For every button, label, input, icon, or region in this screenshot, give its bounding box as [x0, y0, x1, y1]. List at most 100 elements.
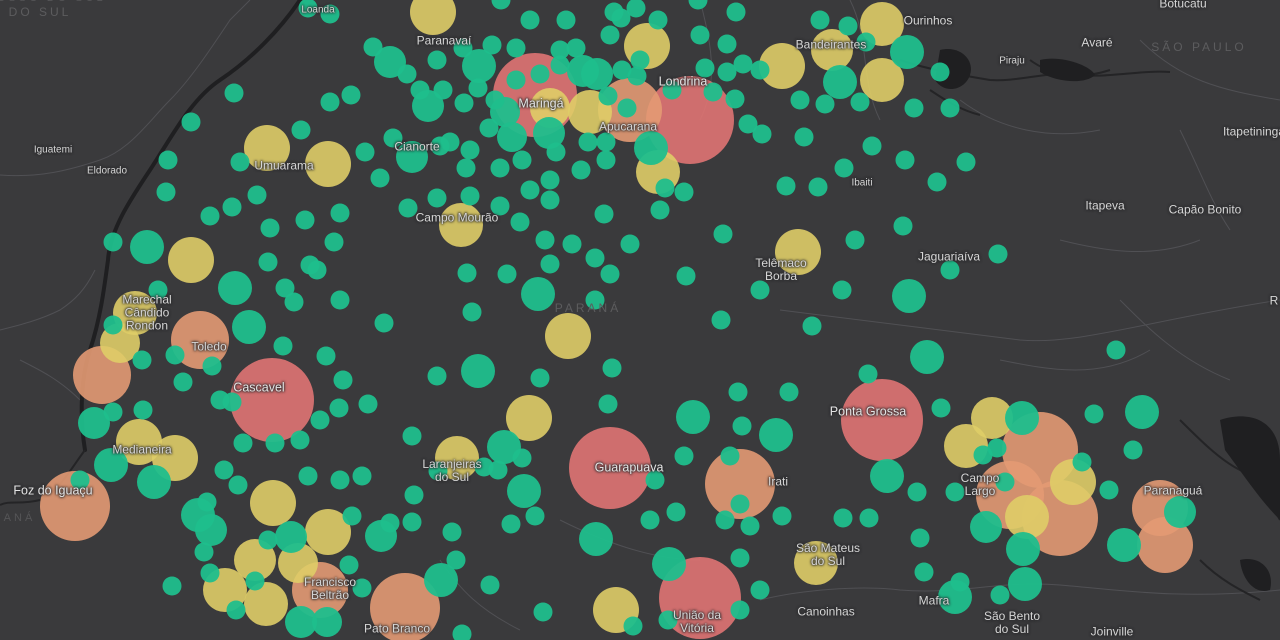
- symbol-low[interactable]: [94, 448, 128, 482]
- symbol-low-small[interactable]: [442, 522, 462, 542]
- symbol-low[interactable]: [487, 430, 521, 464]
- symbol-low-small[interactable]: [427, 188, 447, 208]
- symbol-low[interactable]: [78, 407, 110, 439]
- symbol-low-small[interactable]: [316, 346, 336, 366]
- symbol-low-small[interactable]: [802, 316, 822, 336]
- symbol-low-small[interactable]: [711, 310, 731, 330]
- symbol-low-small[interactable]: [1072, 452, 1092, 472]
- symbol-low-small[interactable]: [260, 218, 280, 238]
- symbol-low-small[interactable]: [703, 82, 723, 102]
- symbol-low-small[interactable]: [530, 368, 550, 388]
- symbol-low-small[interactable]: [462, 302, 482, 322]
- symbol-low-small[interactable]: [550, 55, 570, 75]
- symbol-low-small[interactable]: [520, 10, 540, 30]
- symbol-low-small[interactable]: [355, 142, 375, 162]
- symbol-high[interactable]: [841, 379, 923, 461]
- symbol-low-small[interactable]: [674, 182, 694, 202]
- symbol-low-small[interactable]: [404, 485, 424, 505]
- symbol-low-small[interactable]: [1106, 340, 1126, 360]
- symbol-low-small[interactable]: [330, 203, 350, 223]
- symbol-mid[interactable]: [506, 395, 552, 441]
- symbol-low-small[interactable]: [600, 264, 620, 284]
- symbol-low-small[interactable]: [370, 168, 390, 188]
- symbol-low-small[interactable]: [380, 513, 400, 533]
- symbol-low-small[interactable]: [750, 60, 770, 80]
- symbol-low-small[interactable]: [491, 0, 511, 10]
- symbol-low-small[interactable]: [333, 370, 353, 390]
- symbol-low-small[interactable]: [750, 280, 770, 300]
- symbol-low-small[interactable]: [779, 382, 799, 402]
- symbol-low-small[interactable]: [688, 0, 708, 10]
- symbol-low-small[interactable]: [562, 234, 582, 254]
- symbol-low-small[interactable]: [427, 366, 447, 386]
- symbol-low-small[interactable]: [598, 86, 618, 106]
- symbol-low-small[interactable]: [202, 356, 222, 376]
- symbol-low[interactable]: [130, 230, 164, 264]
- symbol-low[interactable]: [462, 49, 496, 83]
- symbol-low-small[interactable]: [832, 280, 852, 300]
- symbol-low[interactable]: [218, 271, 252, 305]
- symbol-low-small[interactable]: [645, 470, 665, 490]
- symbol-low-small[interactable]: [156, 182, 176, 202]
- symbol-low[interactable]: [890, 35, 924, 69]
- symbol-low-small[interactable]: [533, 602, 553, 622]
- symbol-low-small[interactable]: [556, 10, 576, 30]
- symbol-mid[interactable]: [775, 229, 821, 275]
- symbol-low-small[interactable]: [540, 170, 560, 190]
- symbol-low[interactable]: [232, 310, 266, 344]
- symbol-low-small[interactable]: [352, 578, 372, 598]
- symbol-low-small[interactable]: [740, 516, 760, 536]
- symbol-low-small[interactable]: [228, 475, 248, 495]
- symbol-low-small[interactable]: [674, 446, 694, 466]
- symbol-low-small[interactable]: [596, 150, 616, 170]
- symbol-low-small[interactable]: [427, 50, 447, 70]
- symbol-low-small[interactable]: [457, 263, 477, 283]
- symbol-low-small[interactable]: [200, 206, 220, 226]
- symbol-low-small[interactable]: [245, 571, 265, 591]
- symbol-low-small[interactable]: [594, 204, 614, 224]
- symbol-low-small[interactable]: [988, 244, 1008, 264]
- symbol-low-small[interactable]: [856, 32, 876, 52]
- symbol-low[interactable]: [521, 277, 555, 311]
- symbol-mid[interactable]: [759, 43, 805, 89]
- symbol-low-small[interactable]: [310, 410, 330, 430]
- symbol-low-small[interactable]: [662, 80, 682, 100]
- symbol-low-small[interactable]: [858, 364, 878, 384]
- symbol-low-small[interactable]: [433, 80, 453, 100]
- symbol-low[interactable]: [275, 521, 307, 553]
- symbol-low-small[interactable]: [446, 550, 466, 570]
- symbol-low-small[interactable]: [479, 118, 499, 138]
- symbol-low-small[interactable]: [752, 124, 772, 144]
- symbol-low-small[interactable]: [750, 580, 770, 600]
- symbol-low-small[interactable]: [320, 4, 340, 24]
- symbol-low-small[interactable]: [650, 200, 670, 220]
- symbol-low-small[interactable]: [571, 160, 591, 180]
- symbol-low-small[interactable]: [535, 230, 555, 250]
- symbol-mid[interactable]: [545, 313, 591, 359]
- symbol-low-small[interactable]: [648, 10, 668, 30]
- symbol-mid[interactable]: [794, 541, 838, 585]
- symbol-low-small[interactable]: [627, 66, 647, 86]
- symbol-low[interactable]: [870, 459, 904, 493]
- symbol-high[interactable]: [659, 557, 741, 639]
- symbol-low-small[interactable]: [940, 260, 960, 280]
- symbol-low-small[interactable]: [728, 382, 748, 402]
- symbol-mid[interactable]: [439, 203, 483, 247]
- symbol-low-small[interactable]: [617, 98, 637, 118]
- symbol-low-small[interactable]: [460, 140, 480, 160]
- symbol-low-small[interactable]: [598, 394, 618, 414]
- symbol-low-small[interactable]: [733, 54, 753, 74]
- symbol-low[interactable]: [195, 514, 227, 546]
- symbol-low-small[interactable]: [930, 62, 950, 82]
- symbol-low-small[interactable]: [717, 34, 737, 54]
- symbol-low-small[interactable]: [275, 278, 295, 298]
- symbol-low-small[interactable]: [695, 58, 715, 78]
- symbol-low-small[interactable]: [658, 610, 678, 630]
- symbol-low-small[interactable]: [730, 494, 750, 514]
- symbol-low-small[interactable]: [1084, 404, 1104, 424]
- symbol-low[interactable]: [461, 354, 495, 388]
- symbol-low-small[interactable]: [339, 555, 359, 575]
- symbol-low-small[interactable]: [895, 150, 915, 170]
- symbol-low-small[interactable]: [330, 290, 350, 310]
